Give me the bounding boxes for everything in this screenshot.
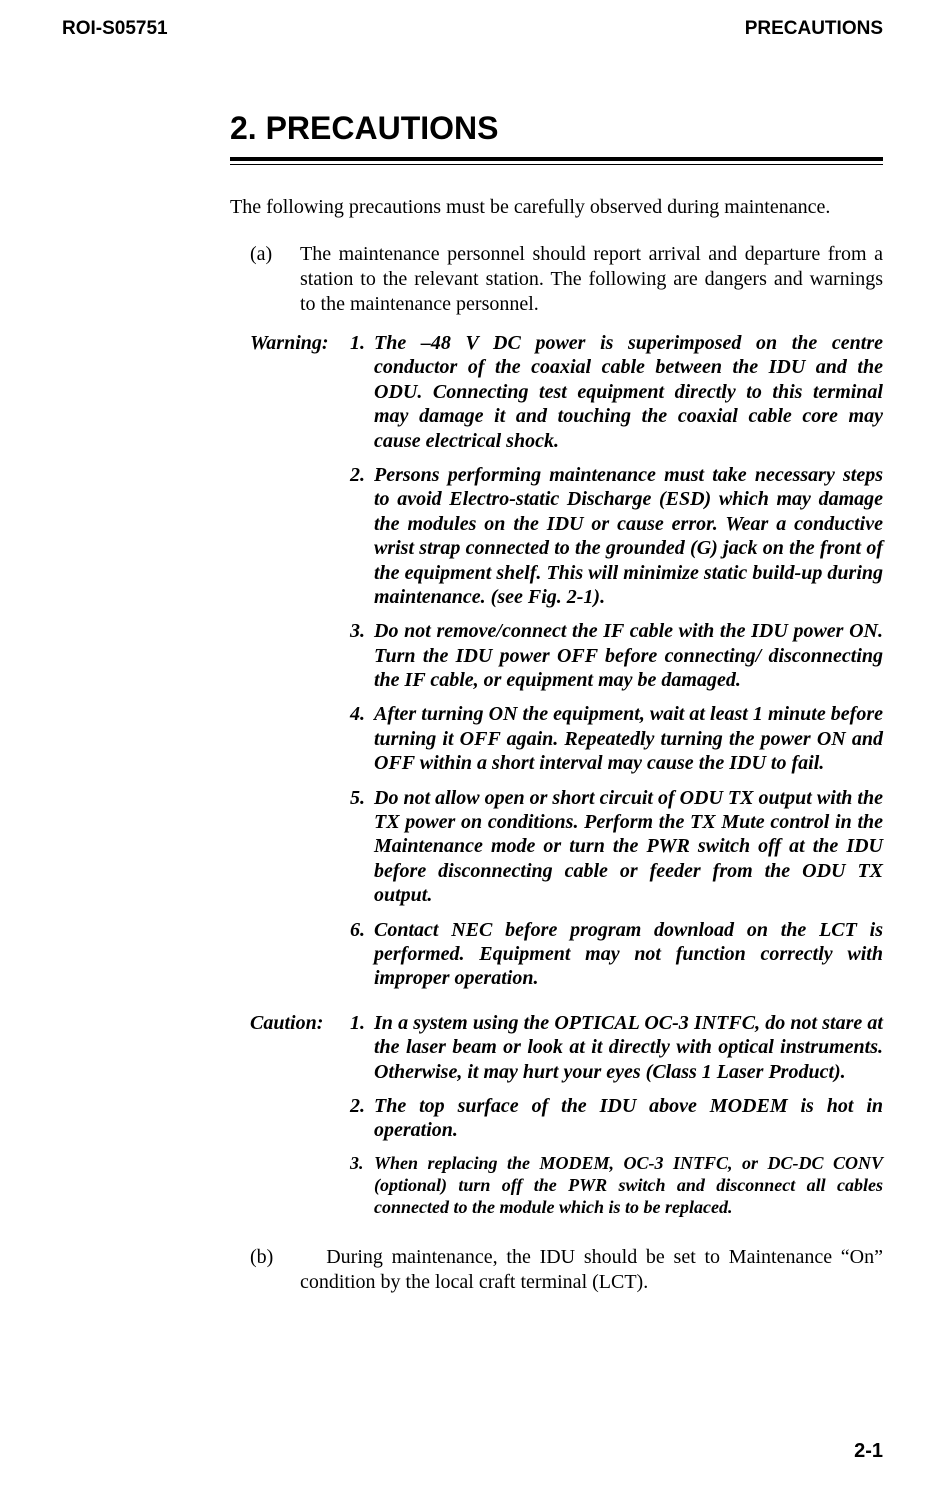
list-body-a: The maintenance personnel should report … — [300, 242, 883, 317]
section-title: 2. PRECAUTIONS — [230, 110, 883, 147]
caution-num: 3. — [350, 1153, 374, 1219]
warning-num: 5. — [350, 786, 374, 908]
warning-item: 1. The –48 V DC power is superimposed on… — [350, 331, 883, 453]
content-area: 2. PRECAUTIONS The following precautions… — [230, 110, 883, 1295]
page: ROI-S05751 PRECAUTIONS 2. PRECAUTIONS Th… — [0, 0, 945, 1503]
caution-text: When replacing the MODEM, OC-3 INTFC, or… — [374, 1153, 883, 1219]
warning-block: Warning: 1. The –48 V DC power is superi… — [230, 331, 883, 1001]
caution-text: In a system using the OPTICAL OC-3 INTFC… — [374, 1011, 883, 1084]
warning-label: Warning: — [250, 331, 350, 1001]
warning-item: 2. Persons performing maintenance must t… — [350, 463, 883, 609]
list-marker-b: (b) — [250, 1245, 300, 1295]
list-item-a: (a) The maintenance personnel should rep… — [230, 242, 883, 317]
caution-item: 2. The top surface of the IDU above MODE… — [350, 1094, 883, 1143]
warning-item: 3. Do not remove/connect the IF cable wi… — [350, 619, 883, 692]
title-rule — [230, 157, 883, 165]
doc-id: ROI-S05751 — [62, 18, 168, 40]
caution-body: 1. In a system using the OPTICAL OC-3 IN… — [350, 1011, 883, 1229]
warning-body: 1. The –48 V DC power is superimposed on… — [350, 331, 883, 1001]
list-body-b: During maintenance, the IDU should be se… — [300, 1245, 883, 1295]
caution-num: 1. — [350, 1011, 374, 1084]
warning-text: Contact NEC before program download on t… — [374, 918, 883, 991]
warning-text: The –48 V DC power is superimposed on th… — [374, 331, 883, 453]
warning-num: 3. — [350, 619, 374, 692]
warning-num: 2. — [350, 463, 374, 609]
page-header: ROI-S05751 PRECAUTIONS — [62, 18, 883, 40]
caution-num: 2. — [350, 1094, 374, 1143]
warning-item: 4. After turning ON the equipment, wait … — [350, 702, 883, 775]
warning-item: 6. Contact NEC before program download o… — [350, 918, 883, 991]
warning-num: 4. — [350, 702, 374, 775]
intro-paragraph: The following precautions must be carefu… — [230, 195, 883, 220]
warning-text: Persons performing maintenance must take… — [374, 463, 883, 609]
header-section: PRECAUTIONS — [745, 18, 883, 40]
warning-text: Do not remove/connect the IF cable with … — [374, 619, 883, 692]
list-item-b: (b) During maintenance, the IDU should b… — [230, 1245, 883, 1295]
warning-item: 5. Do not allow open or short circuit of… — [350, 786, 883, 908]
caution-item: 1. In a system using the OPTICAL OC-3 IN… — [350, 1011, 883, 1084]
caution-item: 3. When replacing the MODEM, OC-3 INTFC,… — [350, 1153, 883, 1219]
caution-text: The top surface of the IDU above MODEM i… — [374, 1094, 883, 1143]
warning-text: Do not allow open or short circuit of OD… — [374, 786, 883, 908]
warning-text: After turning ON the equipment, wait at … — [374, 702, 883, 775]
warning-num: 6. — [350, 918, 374, 991]
caution-label: Caution: — [250, 1011, 350, 1229]
page-number: 2-1 — [854, 1440, 883, 1463]
warning-num: 1. — [350, 331, 374, 453]
list-marker-a: (a) — [250, 242, 300, 317]
caution-block: Caution: 1. In a system using the OPTICA… — [230, 1011, 883, 1229]
